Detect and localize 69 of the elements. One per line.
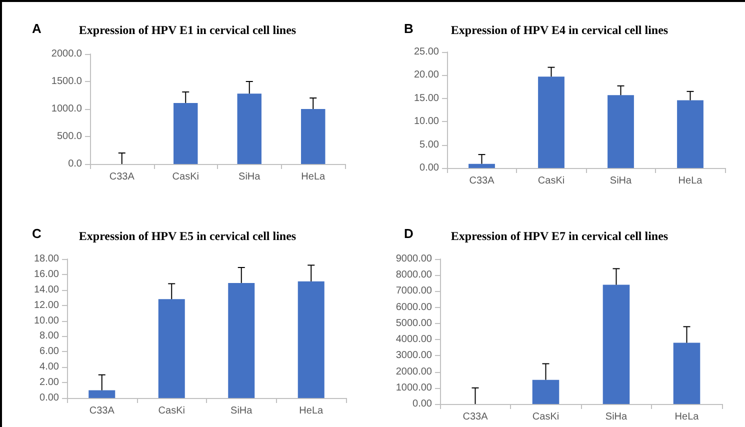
x-tick-label: C33A (462, 412, 488, 422)
y-tick-label: 25.00 (414, 46, 440, 58)
bar (468, 164, 495, 168)
text: A (32, 21, 42, 36)
y-tick-label: 8000.00 (396, 270, 432, 281)
y-tick-label: 0.0 (68, 158, 82, 170)
bar (301, 109, 326, 164)
x-tick-label: C33A (469, 176, 495, 186)
text: D (404, 226, 414, 241)
y-tick-label: 5.00 (420, 139, 440, 150)
y-tick-label: 16.00 (34, 268, 60, 280)
x-tick-label: HeLa (301, 172, 326, 182)
bar (88, 390, 116, 398)
x-tick-label: HeLa (674, 412, 700, 422)
y-tick-label: 5000.00 (396, 318, 432, 329)
x-tick-label: C33A (89, 406, 115, 416)
text: C (32, 226, 42, 241)
y-tick-label: 1000.0 (51, 104, 82, 114)
y-tick-label: 20.00 (414, 70, 440, 81)
x-tick-label: SiHa (230, 406, 253, 416)
y-tick-label: 12.00 (34, 300, 60, 311)
bar (608, 95, 634, 168)
bar (298, 281, 324, 398)
bar (174, 102, 198, 164)
chart-title: Expression of HPV E4 in cervical cell lines (450, 23, 668, 37)
bar (228, 282, 255, 398)
y-tick-label: 3000.00 (396, 350, 432, 362)
y-tick-label: 1500.0 (51, 76, 82, 87)
x-tick-label: HeLa (678, 176, 703, 186)
y-tick-label: 4.00 (40, 362, 60, 373)
y-tick-label: 15.00 (414, 92, 440, 104)
y-tick-label: 1000.00 (396, 382, 432, 394)
y-tick-label: 2.00 (40, 377, 60, 388)
y-tick-label: 2000.0 (51, 48, 82, 60)
y-tick-label: 6000.00 (396, 302, 432, 313)
y-tick-label: 10.00 (34, 315, 60, 326)
bar (677, 100, 704, 168)
bar (602, 284, 630, 404)
y-tick-label: 500.0 (56, 131, 82, 142)
chart-title: Expression of HPV E1 in cervical cell lines (78, 23, 296, 37)
y-tick-label: 8.00 (40, 330, 60, 342)
x-tick-label: SiHa (605, 412, 628, 422)
bar (237, 94, 262, 164)
bar (532, 380, 560, 404)
bar (538, 76, 564, 168)
x-tick-label: CasKi (538, 176, 565, 186)
x-tick-label: SiHa (610, 176, 632, 186)
y-tick-label: 4000.00 (396, 334, 432, 346)
text: B (404, 21, 414, 36)
x-tick-label: CasKi (172, 172, 199, 182)
x-tick-label: HeLa (299, 406, 324, 416)
x-tick-label: CasKi (532, 412, 560, 422)
x-tick-label: C33A (109, 172, 135, 182)
y-tick-label: 2000.00 (396, 366, 432, 378)
y-tick-label: 18.00 (34, 254, 60, 264)
x-tick-label: SiHa (238, 172, 261, 182)
chart-title: Expression of HPV E5 in cervical cell lines (78, 229, 296, 243)
y-tick-label: 0.00 (40, 392, 60, 404)
y-tick-label: 9000.00 (396, 254, 432, 264)
y-tick-label: 0.00 (412, 398, 432, 410)
y-tick-label: 14.00 (34, 284, 60, 296)
chart-title: Expression of HPV E7 in cervical cell lines (450, 229, 668, 243)
y-tick-label: 0.00 (420, 162, 440, 174)
x-tick-label: CasKi (158, 406, 185, 416)
bar (673, 342, 700, 404)
y-tick-label: 7000.00 (396, 286, 432, 297)
bar (158, 299, 185, 398)
y-tick-label: 10.00 (414, 116, 440, 128)
y-tick-label: 6.00 (40, 346, 60, 358)
